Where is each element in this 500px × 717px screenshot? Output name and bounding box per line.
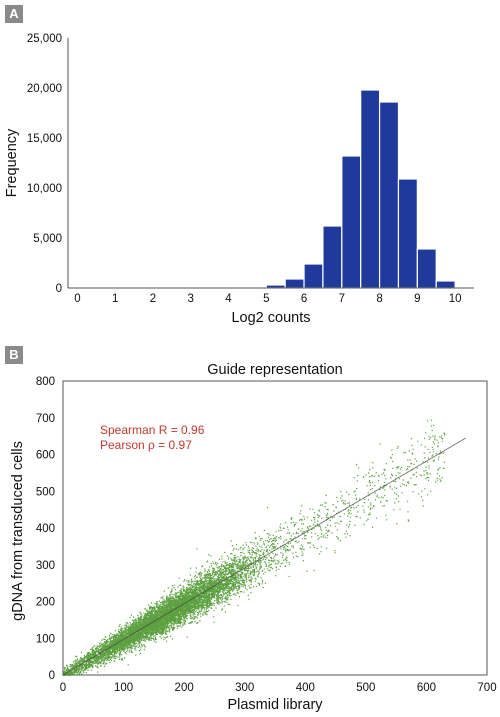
b-y-tick-label: 0 xyxy=(49,670,55,682)
a-x-tick-labels: 0 1 2 3 4 5 6 7 8 9 10 xyxy=(74,293,461,305)
b-y-tick-label: 100 xyxy=(36,633,55,645)
panel-label-a: A xyxy=(5,5,23,23)
a-x-tick-label: 2 xyxy=(150,293,156,305)
histogram-bar xyxy=(341,155,362,289)
a-y-tick-label: 15,000 xyxy=(27,133,62,145)
b-chart-title: Guide representation xyxy=(207,362,342,378)
a-x-tick-label: 5 xyxy=(263,293,269,305)
histogram-bars xyxy=(246,89,456,289)
scatter-point-cloud xyxy=(62,419,446,677)
histogram-bar xyxy=(416,248,437,289)
a-y-tick-label: 5,000 xyxy=(33,233,62,245)
b-x-tick-labels: 0 100 200 300 400 500 600 700 xyxy=(60,682,497,694)
scatter-points xyxy=(62,419,446,677)
histogram-bar xyxy=(378,101,400,289)
b-x-tick-label: 600 xyxy=(417,682,436,694)
b-x-tick-label: 700 xyxy=(477,682,496,694)
a-x-tick-label: 3 xyxy=(188,293,194,305)
histogram-bar xyxy=(322,225,343,289)
b-plot-frame xyxy=(62,380,488,676)
b-x-tick-label: 0 xyxy=(60,682,66,694)
b-y-tick-label: 500 xyxy=(36,486,55,498)
histogram-chart: 0 5,000 10,000 15,000 20,000 25,000 0 1 2 3 4 5 6 7 8… xyxy=(4,33,474,326)
b-y-tick-label: 400 xyxy=(36,523,55,535)
panel-label-b: B xyxy=(5,346,23,364)
b-y-tick-label: 200 xyxy=(36,597,55,609)
a-x-tick-label: 7 xyxy=(339,293,345,305)
b-x-tick-label: 400 xyxy=(296,682,315,694)
b-y-tick-label: 800 xyxy=(36,376,55,388)
scatter-chart: Guide representation Spearman R = 0.96 P… xyxy=(10,362,497,713)
histogram-bar xyxy=(435,280,456,289)
b-y-tick-labels: 0 100 200 300 400 500 600 700 800 xyxy=(36,376,55,682)
a-y-tick-labels: 0 5,000 10,000 15,000 20,000 25,000 xyxy=(27,33,62,295)
spearman-annotation: Spearman R = 0.96 xyxy=(100,423,205,437)
a-y-tick-label: 10,000 xyxy=(27,183,62,195)
a-y-axis-title: Frequency xyxy=(4,128,20,197)
b-x-tick-label: 500 xyxy=(356,682,375,694)
a-x-tick-label: 4 xyxy=(225,293,232,305)
b-y-axis-title: gDNA from transduced cells xyxy=(10,441,26,621)
histogram-bar xyxy=(360,89,381,289)
b-y-tick-label: 700 xyxy=(36,413,55,425)
pearson-annotation: Pearson ρ = 0.97 xyxy=(100,438,192,452)
histogram-bar xyxy=(303,263,324,289)
a-x-axis-title: Log2 counts xyxy=(231,310,310,326)
b-y-tick-label: 300 xyxy=(36,560,55,572)
a-x-tick-label: 10 xyxy=(449,293,462,305)
a-x-tick-label: 9 xyxy=(414,293,420,305)
trend-line xyxy=(62,437,467,676)
a-x-tick-label: 8 xyxy=(376,293,382,305)
histogram-bar xyxy=(397,178,418,289)
a-x-tick-label: 1 xyxy=(112,293,118,305)
a-y-tick-label: 0 xyxy=(56,283,62,295)
b-x-tick-label: 200 xyxy=(175,682,194,694)
histogram-bar xyxy=(284,278,305,289)
b-x-axis-title: Plasmid library xyxy=(227,697,323,713)
b-y-tick-label: 600 xyxy=(36,450,55,462)
a-y-tick-label: 20,000 xyxy=(27,83,62,95)
b-x-tick-label: 100 xyxy=(114,682,133,694)
a-x-tick-label: 6 xyxy=(301,293,307,305)
a-y-tick-label: 25,000 xyxy=(27,33,62,45)
a-x-tick-label: 0 xyxy=(74,293,80,305)
b-x-tick-label: 300 xyxy=(235,682,254,694)
